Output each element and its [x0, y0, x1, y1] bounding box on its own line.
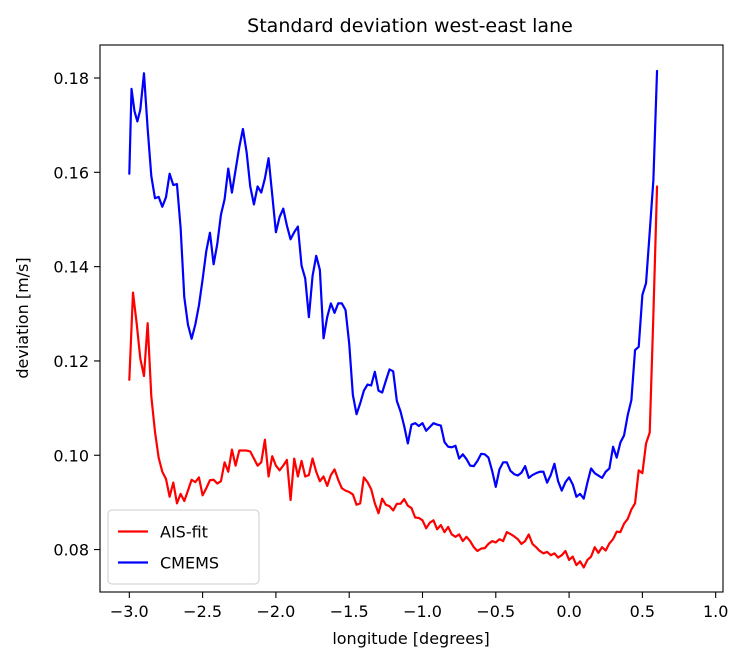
x-tick-label: 0.0 [556, 602, 581, 621]
y-tick-label: 0.08 [53, 541, 89, 560]
x-tick-label: −2.0 [256, 602, 295, 621]
x-tick-label: −2.5 [183, 602, 222, 621]
x-axis: −3.0 −2.5 −2.0 −1.5 −1.0 −0.5 0.0 0.5 1.0 [110, 592, 728, 621]
x-tick-label: −1.5 [330, 602, 369, 621]
x-tick-label: 0.5 [630, 602, 655, 621]
series-line-cmems [128, 69, 659, 500]
series-layer [128, 69, 659, 569]
plot-frame [99, 44, 724, 593]
y-tick-label: 0.12 [53, 352, 89, 371]
y-tick-label: 0.14 [53, 258, 89, 277]
y-tick-label: 0.16 [53, 163, 89, 182]
y-tick-label: 0.10 [53, 446, 89, 465]
x-tick-label: 1.0 [703, 602, 728, 621]
x-tick-label: −0.5 [476, 602, 515, 621]
legend-label-cmems: CMEMS [160, 554, 219, 573]
x-tick-label: −3.0 [110, 602, 149, 621]
x-tick-label: −1.0 [403, 602, 442, 621]
legend: AIS-fit CMEMS [107, 509, 260, 585]
y-axis-label: deviation [m/s] [13, 257, 32, 378]
y-axis: 0.08 0.10 0.12 0.14 0.16 0.18 [53, 69, 100, 560]
x-axis-label: longitude [degrees] [332, 629, 489, 648]
legend-box [107, 509, 260, 585]
series-line-ais-fit [128, 185, 659, 569]
chart-title: Standard deviation west-east lane [247, 15, 573, 37]
legend-label-ais-fit: AIS-fit [160, 523, 208, 542]
y-tick-label: 0.18 [53, 69, 89, 88]
